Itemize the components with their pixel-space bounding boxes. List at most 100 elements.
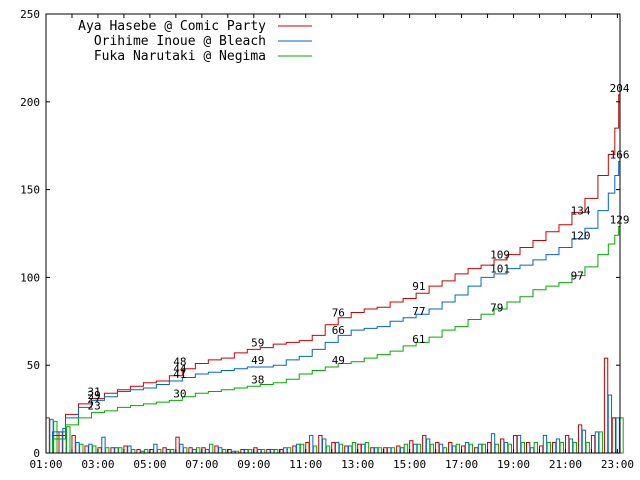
histogram-bar-green	[442, 447, 448, 454]
histogram-bar-blue	[412, 443, 418, 454]
histogram-bar-green	[105, 447, 110, 454]
y-tick-label: 250	[20, 8, 40, 21]
data-label: 101	[490, 263, 510, 276]
histogram-bar-green	[507, 443, 513, 454]
histogram-bar-blue	[88, 443, 93, 454]
x-tick-label: 11:00	[289, 458, 322, 471]
histogram-bar-green	[247, 448, 253, 454]
histogram-bar-blue	[101, 436, 106, 454]
x-tick-label: 07:00	[185, 458, 218, 471]
histogram-bar-blue	[425, 438, 431, 454]
histogram-bar-blue	[296, 443, 301, 454]
histogram-bar-red	[396, 445, 401, 454]
data-label: 38	[251, 373, 264, 386]
histogram-bar-green	[53, 420, 58, 454]
histogram-bar-blue	[166, 448, 171, 454]
histogram-bar-green	[481, 443, 487, 454]
histogram-bar-green	[286, 447, 292, 454]
histogram-bar-blue	[503, 441, 509, 454]
legend-label: Aya Hasebe @ Comic Party	[78, 19, 266, 34]
histogram-bar-green	[92, 445, 97, 454]
histogram-bar-blue	[75, 441, 80, 454]
histogram-bar-blue	[386, 447, 392, 454]
histogram-bar-green	[533, 441, 538, 454]
histogram-bar-red	[344, 445, 349, 454]
histogram-bar-green	[118, 447, 123, 454]
histogram-bar-blue	[477, 443, 483, 454]
histogram-bar-green	[468, 443, 474, 454]
histogram-bar-red	[611, 417, 617, 454]
histogram-bar-green	[520, 441, 525, 454]
histogram-bar-red	[525, 441, 531, 454]
histogram-bar-blue	[348, 445, 353, 454]
histogram-bar-green	[208, 443, 214, 454]
series-line-2	[46, 225, 620, 454]
histogram-bar-red	[292, 445, 297, 454]
data-label: 91	[412, 280, 425, 293]
data-label: 48	[173, 356, 186, 369]
data-label: 109	[490, 249, 510, 262]
histogram-bar-blue	[399, 447, 405, 454]
histogram-bar-red	[474, 447, 479, 454]
histogram-bar-blue	[257, 448, 262, 454]
histogram-bar-red	[318, 434, 323, 454]
y-tick-label: 50	[27, 359, 40, 372]
plot-frame	[45, 13, 621, 454]
data-label: 76	[332, 307, 345, 320]
histogram-bar-blue	[542, 434, 548, 454]
x-tick-label: 05:00	[133, 458, 166, 471]
histogram-bar-blue	[361, 443, 366, 454]
data-label: 29	[88, 389, 101, 402]
histogram-bar-green	[157, 448, 162, 454]
histogram-bar-green	[351, 441, 357, 454]
histogram-bar-green	[183, 447, 188, 454]
histogram-bar-red	[500, 438, 505, 454]
data-label: 27	[88, 393, 101, 406]
y-tick-label: 100	[20, 271, 40, 284]
histogram-bar-green	[325, 445, 331, 454]
data-label: 59	[251, 336, 264, 349]
data-label: 66	[332, 324, 345, 337]
data-label: 31	[88, 386, 101, 399]
x-tick-label: 03:00	[81, 458, 114, 471]
x-axis: 01:00 03:00 05:00 07:00 09:00 11:00 13:00 15:00…	[29, 14, 634, 471]
data-label: 23	[88, 400, 101, 413]
histogram-bar-green	[299, 443, 305, 454]
histogram-bar-red	[188, 447, 193, 454]
histogram-bar-blue	[438, 443, 444, 454]
histogram-bar-blue	[335, 441, 340, 454]
histogram-bar-blue	[615, 417, 620, 454]
histogram-bar-green	[390, 447, 396, 454]
histogram-bar-green	[429, 443, 435, 454]
data-label: 77	[412, 305, 425, 318]
histogram-bar-blue	[127, 445, 132, 454]
histogram-bar-green	[66, 426, 71, 454]
data-label: 97	[571, 270, 584, 283]
histogram-bar-green	[79, 443, 84, 454]
histogram-bar-green	[364, 441, 370, 454]
histogram-bar-blue	[529, 447, 535, 454]
histogram-bar-green	[403, 443, 409, 454]
histogram-bar-blue	[464, 441, 470, 454]
histogram-bar-red	[577, 424, 583, 454]
histogram-bar-green	[196, 447, 201, 454]
histogram-bar-blue	[244, 448, 249, 454]
histogram-bars	[45, 357, 624, 454]
histogram-bar-red	[370, 447, 375, 454]
histogram-bar-blue	[594, 431, 600, 454]
histogram-bar-red	[110, 447, 115, 454]
histogram-bar-blue	[283, 447, 288, 454]
data-label: 41	[173, 368, 186, 381]
histogram-bar-green	[131, 448, 136, 454]
histogram-bar-green	[170, 448, 175, 454]
histogram-bar-blue	[568, 438, 574, 454]
histogram-bar-blue	[516, 434, 522, 454]
x-tick-label: 21:00	[549, 458, 582, 471]
histogram-bar-blue	[192, 448, 197, 454]
data-label: 120	[571, 229, 591, 242]
histogram-bar-blue	[218, 447, 223, 454]
legend-label: Orihime Inoue @ Bleach	[94, 34, 266, 49]
histogram-bar-red	[136, 448, 141, 454]
